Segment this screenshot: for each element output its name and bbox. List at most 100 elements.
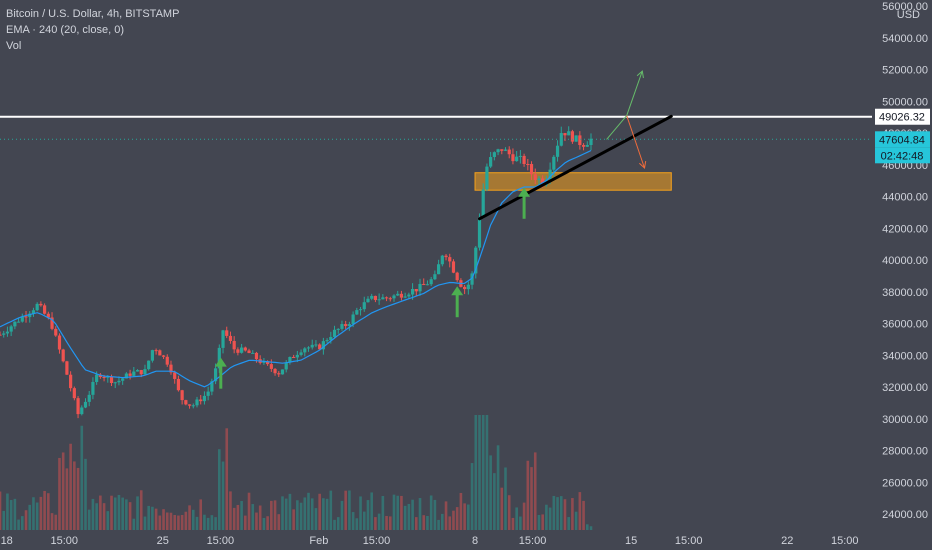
candle-body <box>169 364 173 373</box>
candle-body <box>31 310 36 314</box>
volume-bar <box>344 490 347 530</box>
volume-bar <box>556 497 559 530</box>
volume-bar <box>206 517 210 530</box>
volume-bar <box>255 512 258 530</box>
x-tick-label: 15:00 <box>519 535 547 547</box>
support-zone <box>474 172 672 191</box>
up-arrow-head <box>214 357 227 367</box>
y-tick-label: 40000.00 <box>882 255 928 267</box>
candle-body <box>474 247 478 274</box>
candle <box>563 132 567 142</box>
candle <box>355 307 359 315</box>
volume-bar <box>329 490 333 530</box>
candle-body <box>529 164 534 175</box>
x-tick-label: Feb <box>309 535 328 547</box>
volume-bar <box>348 490 351 530</box>
volume-bar <box>355 518 359 530</box>
candle <box>213 363 218 385</box>
candle-body <box>262 361 266 363</box>
volume-bar <box>251 504 255 530</box>
candle-body <box>559 133 563 146</box>
volume-bar <box>195 516 199 530</box>
candle <box>489 151 493 169</box>
volume-bar <box>333 519 336 530</box>
y-tick-label: 30000.00 <box>882 414 928 426</box>
candle <box>474 246 478 279</box>
candle-body <box>585 145 589 147</box>
candle-body <box>503 149 508 151</box>
candle-body <box>396 293 400 296</box>
volume-bar <box>296 500 299 530</box>
candle-body <box>76 398 80 415</box>
countdown-tag-text: 02:42:48 <box>881 150 924 162</box>
volume-bar <box>24 510 28 530</box>
volume-bar <box>191 509 195 530</box>
candle <box>54 326 58 337</box>
candle-body <box>2 333 6 335</box>
indicator-volume-label[interactable]: Vol <box>6 40 22 52</box>
volume-bar <box>500 487 504 530</box>
candle <box>20 313 24 323</box>
candle <box>13 321 17 330</box>
volume-bar <box>39 496 43 530</box>
up-arrow <box>518 187 531 219</box>
candle <box>437 259 441 275</box>
volume-bar <box>481 415 485 530</box>
candle <box>318 343 322 351</box>
candle <box>425 280 430 286</box>
candle-body <box>117 380 121 383</box>
candle-body <box>109 376 114 383</box>
volume-bar <box>76 467 80 530</box>
volume-bar <box>519 516 522 530</box>
volume-bar <box>229 491 232 530</box>
candle <box>169 360 173 375</box>
candle-body <box>91 381 95 395</box>
volume-bar <box>489 455 492 530</box>
candle <box>243 346 247 352</box>
symbol-title[interactable]: Bitcoin / U.S. Dollar, 4h, BITSTAMP <box>6 8 180 20</box>
candle-body <box>247 350 251 354</box>
candle-body <box>485 166 489 190</box>
candle-body <box>526 163 530 165</box>
volume-bar <box>125 499 128 530</box>
volume-bar <box>136 496 139 530</box>
candle <box>28 311 32 323</box>
candle <box>377 293 381 305</box>
last-price-tag-bg <box>875 131 930 148</box>
candle <box>98 373 102 379</box>
candle-body <box>303 348 307 353</box>
candle-body <box>377 299 381 301</box>
volume-bar <box>433 499 437 530</box>
candle <box>0 331 2 336</box>
up-arrow <box>451 286 464 318</box>
candle <box>5 326 10 337</box>
candle-body <box>292 356 296 358</box>
volume-bar <box>199 499 203 530</box>
up-arrow-head <box>451 286 464 296</box>
volume-bar <box>571 498 574 530</box>
volume-bar <box>17 519 20 530</box>
candle <box>72 386 76 401</box>
volume-bar <box>545 504 548 530</box>
y-tick-label: 38000.00 <box>882 287 928 299</box>
candle <box>147 360 151 371</box>
candle <box>210 378 214 396</box>
volume-bar <box>504 467 507 530</box>
volume-bar <box>463 503 466 530</box>
candle <box>503 147 508 152</box>
candle-body <box>299 352 303 355</box>
volume-bar <box>158 515 162 530</box>
candle <box>481 183 485 219</box>
candle-body <box>392 295 396 299</box>
candle <box>165 354 169 367</box>
volume-bar <box>2 510 6 530</box>
x-tick-label: 15:00 <box>363 535 391 547</box>
candle-body <box>332 329 337 337</box>
indicator-ema-label[interactable]: EMA · 240 (20, close, 0) <box>6 24 124 36</box>
volume-bar <box>299 502 303 530</box>
candle-body <box>39 303 43 306</box>
y-tick-label: 56000.00 <box>882 1 928 13</box>
candle-body <box>433 274 437 280</box>
candle-body <box>422 283 426 285</box>
